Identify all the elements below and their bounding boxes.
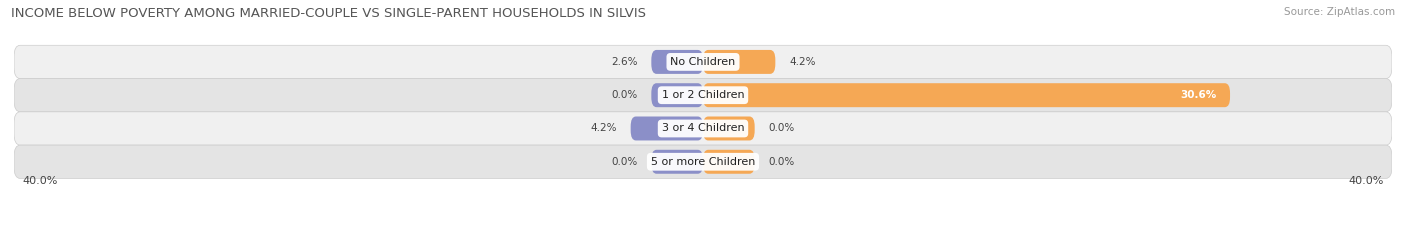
Text: 40.0%: 40.0% — [1348, 176, 1384, 186]
Text: INCOME BELOW POVERTY AMONG MARRIED-COUPLE VS SINGLE-PARENT HOUSEHOLDS IN SILVIS: INCOME BELOW POVERTY AMONG MARRIED-COUPL… — [11, 7, 647, 20]
FancyBboxPatch shape — [703, 83, 1230, 107]
Text: 1 or 2 Children: 1 or 2 Children — [662, 90, 744, 100]
Text: 4.2%: 4.2% — [789, 57, 815, 67]
Text: 0.0%: 0.0% — [612, 157, 637, 167]
Text: 5 or more Children: 5 or more Children — [651, 157, 755, 167]
FancyBboxPatch shape — [651, 150, 703, 174]
Text: 40.0%: 40.0% — [22, 176, 58, 186]
FancyBboxPatch shape — [651, 83, 703, 107]
FancyBboxPatch shape — [631, 116, 703, 140]
FancyBboxPatch shape — [14, 45, 1392, 79]
FancyBboxPatch shape — [703, 116, 755, 140]
Text: 4.2%: 4.2% — [591, 123, 617, 134]
Text: No Children: No Children — [671, 57, 735, 67]
FancyBboxPatch shape — [703, 50, 775, 74]
Text: 30.6%: 30.6% — [1180, 90, 1216, 100]
FancyBboxPatch shape — [651, 50, 703, 74]
FancyBboxPatch shape — [14, 145, 1392, 178]
FancyBboxPatch shape — [14, 79, 1392, 112]
Legend: Married Couples, Single Parents: Married Couples, Single Parents — [586, 230, 820, 233]
Text: 0.0%: 0.0% — [769, 157, 794, 167]
Text: 3 or 4 Children: 3 or 4 Children — [662, 123, 744, 134]
FancyBboxPatch shape — [703, 150, 755, 174]
FancyBboxPatch shape — [14, 112, 1392, 145]
Text: 2.6%: 2.6% — [612, 57, 637, 67]
Text: Source: ZipAtlas.com: Source: ZipAtlas.com — [1284, 7, 1395, 17]
Text: 0.0%: 0.0% — [769, 123, 794, 134]
Text: 0.0%: 0.0% — [612, 90, 637, 100]
